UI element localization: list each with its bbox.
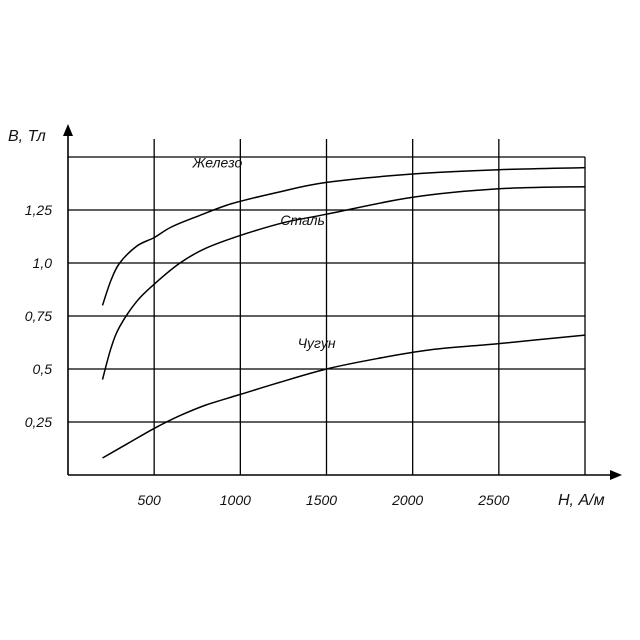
x-tick-label: 2500 bbox=[477, 492, 509, 508]
series-line-steel bbox=[101, 185, 586, 380]
y-tick-label: 0,25 bbox=[25, 414, 52, 430]
x-tick-label: 2000 bbox=[391, 492, 423, 508]
x-tick-label: 1500 bbox=[306, 492, 337, 508]
y-tick-label: 1,0 bbox=[33, 255, 53, 271]
x-tick-label: 500 bbox=[137, 492, 161, 508]
y-axis-title: В, Тл bbox=[8, 128, 46, 145]
series-line-iron bbox=[101, 166, 586, 306]
x-tick-label: 1000 bbox=[220, 492, 251, 508]
series-label-cast-iron: Чугун bbox=[298, 335, 336, 351]
y-axis-arrow bbox=[63, 124, 73, 136]
y-tick-label: 0,5 bbox=[33, 361, 53, 377]
x-axis-arrow bbox=[610, 470, 622, 480]
grid bbox=[68, 139, 586, 475]
series-label-iron: Железо bbox=[191, 155, 242, 171]
series-label-steel: Сталь bbox=[280, 212, 325, 228]
y-tick-label: 1,25 bbox=[25, 202, 52, 218]
x-axis-title: H, А/м bbox=[558, 492, 605, 509]
series-line-cast-iron bbox=[102, 334, 586, 459]
axes bbox=[63, 124, 622, 480]
curve-labels: Железо Сталь Чугун bbox=[191, 155, 335, 351]
y-tick-label: 0,75 bbox=[25, 308, 52, 324]
series-group bbox=[101, 166, 586, 459]
tick-labels: 500 1000 1500 2000 2500 0,25 0,5 0,75 1,0 1,25 bbox=[25, 202, 510, 508]
